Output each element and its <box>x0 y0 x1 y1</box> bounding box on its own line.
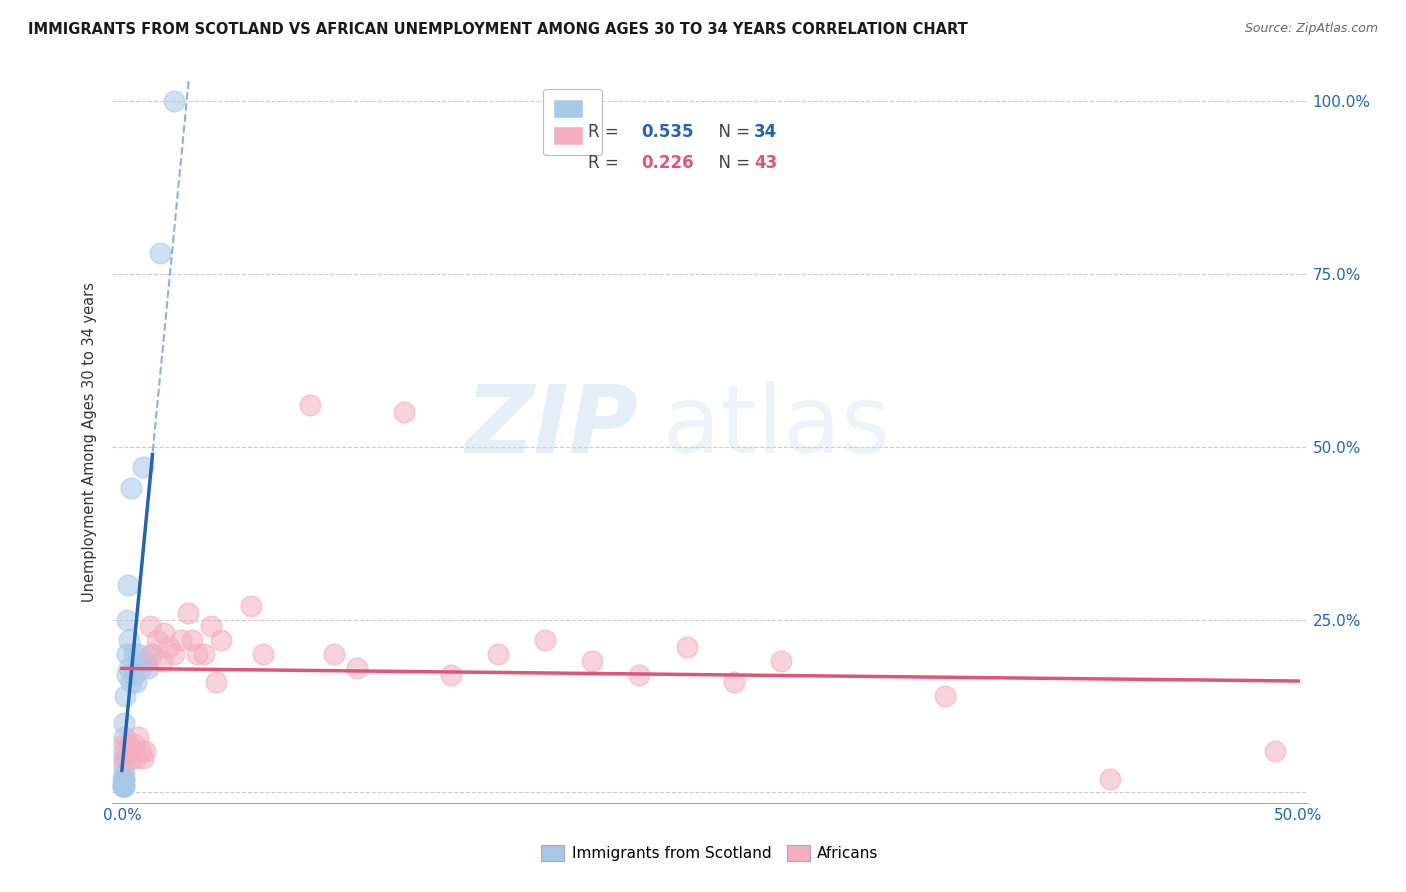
Point <box>163 647 186 661</box>
Point <box>205 674 228 689</box>
Point <box>132 751 155 765</box>
Point <box>112 764 135 779</box>
Point <box>136 661 159 675</box>
Point <box>122 737 145 751</box>
Point <box>150 654 173 668</box>
Point <box>118 737 141 751</box>
Point <box>112 716 135 731</box>
Text: 34: 34 <box>754 123 778 141</box>
Point <box>115 744 138 758</box>
Point <box>112 772 135 786</box>
Point <box>346 661 368 675</box>
Text: IMMIGRANTS FROM SCOTLAND VS AFRICAN UNEMPLOYMENT AMONG AGES 30 TO 34 YEARS CORRE: IMMIGRANTS FROM SCOTLAND VS AFRICAN UNEM… <box>28 22 967 37</box>
Point <box>120 751 142 765</box>
Point <box>934 689 956 703</box>
Point <box>112 779 135 793</box>
Point <box>114 689 136 703</box>
Point <box>112 779 135 793</box>
Point <box>122 668 145 682</box>
Point <box>111 779 134 793</box>
Point <box>581 654 603 668</box>
Point <box>127 730 149 744</box>
Text: 0.535: 0.535 <box>641 123 695 141</box>
Point <box>117 578 139 592</box>
Point <box>112 737 135 751</box>
Point <box>240 599 263 613</box>
Point <box>148 246 170 260</box>
Point <box>115 613 138 627</box>
Point <box>486 647 509 661</box>
Point <box>1264 744 1286 758</box>
Point <box>322 647 344 661</box>
Point <box>723 674 745 689</box>
Point <box>115 668 138 682</box>
Point <box>112 757 135 772</box>
Point <box>112 772 135 786</box>
Point <box>134 654 156 668</box>
Point <box>118 633 141 648</box>
Point <box>112 751 135 765</box>
Point <box>177 606 200 620</box>
Text: R =: R = <box>588 154 624 172</box>
Point <box>141 647 163 661</box>
Point <box>129 661 152 675</box>
Point <box>139 619 162 633</box>
Point <box>112 730 135 744</box>
Point <box>186 647 208 661</box>
Point <box>153 626 176 640</box>
Point <box>675 640 697 655</box>
Y-axis label: Unemployment Among Ages 30 to 34 years: Unemployment Among Ages 30 to 34 years <box>82 282 97 601</box>
Point <box>129 744 152 758</box>
Point <box>112 779 135 793</box>
Point <box>112 751 135 765</box>
Point <box>146 633 169 648</box>
Point <box>769 654 792 668</box>
Point <box>120 674 142 689</box>
Text: R =: R = <box>588 123 624 141</box>
Point <box>157 640 180 655</box>
Point <box>134 744 156 758</box>
Point <box>440 668 463 682</box>
Point <box>111 779 134 793</box>
Point <box>1098 772 1121 786</box>
Point <box>193 647 215 661</box>
Point <box>209 633 232 648</box>
Point <box>132 460 155 475</box>
Legend: Immigrants from Scotland, Africans: Immigrants from Scotland, Africans <box>536 839 884 867</box>
Text: N =: N = <box>707 154 755 172</box>
Text: 0.226: 0.226 <box>641 154 695 172</box>
Point <box>112 772 135 786</box>
Point <box>125 751 148 765</box>
Point <box>118 661 141 675</box>
Point <box>200 619 222 633</box>
Point <box>163 94 186 108</box>
Point <box>112 744 135 758</box>
Point <box>392 405 415 419</box>
Point <box>141 647 163 661</box>
Text: Source: ZipAtlas.com: Source: ZipAtlas.com <box>1244 22 1378 36</box>
Point <box>115 647 138 661</box>
Text: ZIP: ZIP <box>465 381 638 473</box>
Point <box>252 647 274 661</box>
Point <box>120 481 142 495</box>
Point <box>125 674 148 689</box>
Point <box>127 647 149 661</box>
Point <box>170 633 193 648</box>
Text: atlas: atlas <box>662 381 890 473</box>
Point <box>181 633 204 648</box>
Text: 43: 43 <box>754 154 778 172</box>
Point <box>534 633 557 648</box>
Point <box>299 398 322 412</box>
Text: N =: N = <box>707 123 755 141</box>
Point <box>628 668 651 682</box>
Point <box>122 647 145 661</box>
